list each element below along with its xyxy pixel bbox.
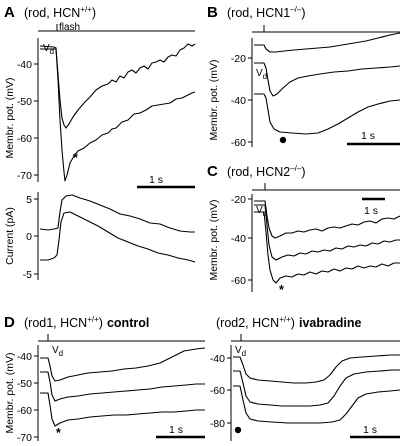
panel-d-left-ytick-2: -50: [17, 378, 32, 390]
panel-b-label: B: [207, 4, 218, 21]
panel-a-voltage-trace-1: [40, 43, 196, 129]
panel-a-voltage-trace-2: [39, 45, 196, 182]
panel-d-right-axis: [227, 345, 232, 441]
panel-a-title: (rod, HCN+/+): [24, 5, 96, 20]
panel-b-ytick-2: -40: [231, 95, 246, 107]
panel-d-left-axis: [34, 345, 39, 441]
panel-d-right-trace-1: [233, 354, 400, 384]
panel-c: C (rod, HCN2–/–) -20 -40 -60 Membr. pot.…: [207, 163, 401, 297]
panel-b-trace-1: [254, 32, 401, 53]
panel-d: D (rod1, HCN+/+) control (rod2, HCN+/+) iv…: [4, 314, 401, 444]
panel-d-left-scale-label: 1 s: [169, 424, 183, 436]
panel-b: B (rod, HCN1–/–) -20 -40 -60 Membr. pot.…: [207, 4, 401, 149]
panel-b-dot-marker: [279, 136, 287, 144]
panel-d-right-ytick-3: -80: [210, 418, 225, 430]
panel-c-trace-2: [254, 204, 400, 261]
panel-b-vd-label: Vd: [256, 68, 267, 81]
panel-a-scale-label: 1 s: [149, 174, 163, 186]
panel-a-ctick-1: 5: [26, 194, 32, 206]
panel-d-right-trace-3: [233, 385, 401, 424]
panel-d-left-ytick-4: -70: [17, 432, 32, 444]
panel-a-ytick-3: -60: [17, 133, 32, 145]
panel-a: A (rod, HCN+/+) flash -40 -50 -60 -70 Me…: [4, 4, 196, 281]
panel-c-ylabel: Membr. pot. (mV): [208, 199, 220, 280]
panel-a-ytick-2: -50: [17, 96, 32, 108]
panel-d-right-ytick-1: -40: [210, 353, 225, 365]
panel-d-left-title: (rod1, HCN+/+) control: [24, 315, 149, 330]
panel-c-vd-label: Vd: [256, 205, 267, 218]
panel-c-title: (rod, HCN2–/–): [227, 164, 306, 179]
panel-b-title: (rod, HCN1–/–): [227, 5, 306, 20]
panel-c-ytick-1: -20: [231, 194, 246, 206]
panel-a-ylabel-voltage: Membr. pot. (mV): [4, 77, 16, 158]
panel-a-current-trace-1: [39, 194, 195, 233]
panel-c-stimulus-line: [252, 183, 400, 191]
panel-b-axis: [248, 38, 253, 147]
panel-d-star-marker: *: [56, 426, 61, 440]
panel-b-ytick-1: -20: [231, 53, 246, 65]
panel-d-right-stimulus-line: [231, 334, 400, 342]
panel-d-dot-marker: [234, 426, 242, 434]
panel-d-left-trace-1: [40, 347, 206, 382]
panel-a-current-trace-2: [40, 211, 196, 263]
panel-a-ytick-1: -40: [17, 59, 32, 71]
panel-d-right-vd-label: Vd: [235, 345, 246, 358]
panel-a-label: A: [4, 4, 15, 21]
panel-a-ytick-4: -70: [17, 170, 32, 182]
panel-c-trace-3: [254, 211, 400, 284]
panel-d-left-ytick-1: -40: [17, 351, 32, 363]
panel-a-ctick-2: 0: [26, 231, 32, 243]
panel-c-scale-label: 1 s: [364, 205, 378, 217]
panel-c-star-marker: *: [279, 283, 284, 297]
panel-d-left-stimulus-line: [38, 334, 205, 342]
panel-a-ylabel-current: Current (pA): [4, 207, 16, 265]
panel-a-voltage-axis: [34, 38, 39, 182]
panel-c-ytick-3: -60: [231, 275, 246, 287]
panel-d-left-trace-2: [40, 371, 205, 402]
panel-c-label: C: [207, 163, 218, 180]
panel-d-ylabel: Membr. pot. (mV): [4, 352, 16, 433]
panel-b-ylabel: Membr. pot. (mV): [208, 59, 220, 140]
panel-d-left-vd-label: Vd: [52, 345, 63, 358]
panel-d-left-trace-3: [40, 392, 205, 427]
panel-d-right-trace-2: [233, 369, 400, 407]
panel-c-trace-1: [254, 200, 401, 239]
panel-b-stimulus-line: [252, 25, 400, 33]
panel-d-label: D: [4, 314, 15, 331]
panel-c-ytick-2: -40: [231, 233, 246, 245]
panel-b-trace-3: [254, 93, 401, 135]
panel-d-left-ytick-3: -60: [17, 405, 32, 417]
panel-a-current-axis: [34, 192, 39, 280]
panel-b-ytick-3: -60: [231, 137, 246, 149]
panel-a-flash-label: flash: [59, 22, 80, 33]
panel-c-axis: [248, 194, 253, 292]
panel-a-ctick-3: -5: [23, 269, 32, 281]
panel-d-right-ytick-2: -60: [210, 385, 225, 397]
panel-d-right-scale-label: 1 s: [363, 424, 377, 436]
panel-a-star-marker: *: [73, 151, 78, 165]
panel-d-right-title: (rod2, HCN+/+) ivabradine: [216, 315, 362, 330]
panel-a-stimulus-line: [38, 24, 195, 32]
panel-b-trace-2: [254, 62, 401, 97]
panel-b-scale-label: 1 s: [361, 130, 375, 142]
